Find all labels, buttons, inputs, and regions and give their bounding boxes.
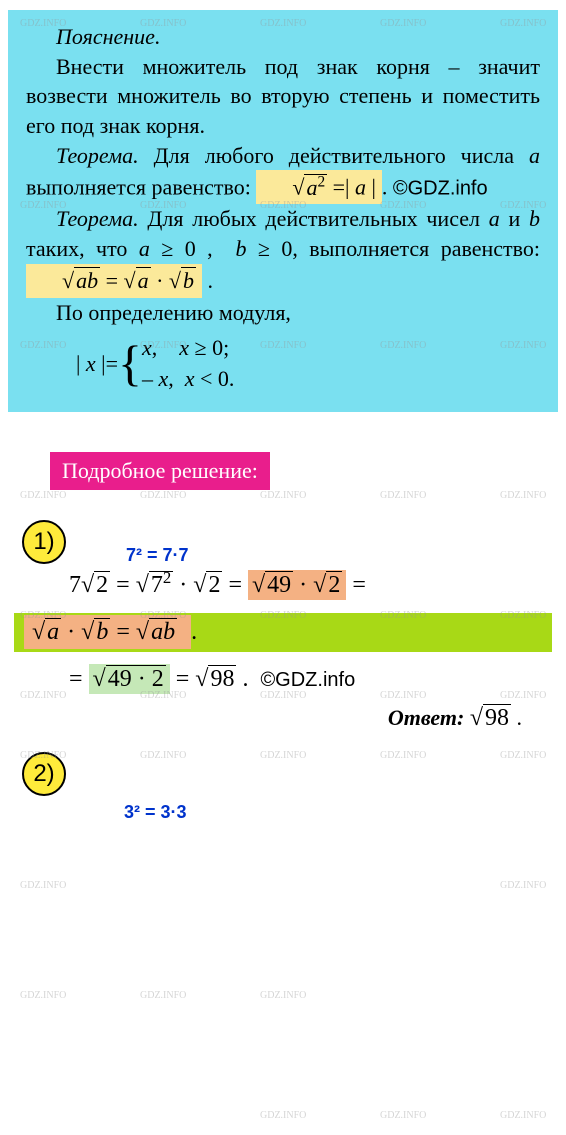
solution-header: Подробное решение: bbox=[50, 452, 270, 490]
watermark-text: GDZ.INFO bbox=[140, 990, 186, 1001]
watermark-text: GDZ.INFO bbox=[20, 880, 66, 891]
step-number-1: 1) bbox=[22, 520, 66, 564]
watermark-text: GDZ.INFO bbox=[500, 1110, 546, 1121]
theorem-1: Теорема. Для любого действи­тельного чис… bbox=[26, 141, 540, 205]
step1-line1: 7√2 = √72 · √2 = √49 · √2 = bbox=[14, 568, 552, 599]
theorem-label-2: Теорема. bbox=[56, 206, 139, 231]
watermark-text: GDZ.INFO bbox=[260, 1110, 306, 1121]
watermark-text: GDZ.INFO bbox=[500, 880, 546, 891]
explanation-box: Пояснение. Внести множитель под знак кор… bbox=[8, 10, 558, 412]
t2-b: и bbox=[500, 206, 529, 231]
watermark-text: GDZ.INFO bbox=[380, 1110, 426, 1121]
eq1-highlight: √a2 =| a | bbox=[256, 170, 382, 204]
step-1: 1) 7² = 7·7 7√2 = √72 · √2 = √49 · √2 = … bbox=[0, 520, 566, 752]
copyright-1: ©GDZ.info bbox=[393, 178, 488, 200]
step-2: 2) 3² = 3·3 bbox=[0, 752, 566, 843]
explanation-p1: Внести множитель под знак корня – значит… bbox=[26, 52, 540, 141]
answer-1: Ответ: √98 . bbox=[14, 705, 552, 732]
step-number-2: 2) bbox=[22, 752, 66, 796]
watermark-text: GDZ.INFO bbox=[20, 990, 66, 1001]
watermark-text: GDZ.INFO bbox=[260, 990, 306, 1001]
answer-label: Ответ: bbox=[388, 705, 464, 730]
solution-header-wrap: Подробное решение: bbox=[0, 422, 566, 520]
eq2-highlight: √ab = √a · √b bbox=[26, 264, 202, 298]
modulus-def: | x |= { x, x ≥ 0; – x, x < 0. bbox=[76, 333, 234, 394]
theorem-label: Теорема. bbox=[56, 143, 139, 168]
t1-a: Для любого действи­тельного числа bbox=[154, 143, 529, 168]
t2-a: Для любых действи­тельных чисел bbox=[147, 206, 488, 231]
step1-line2: = √49 · 2 = √98 . ©GDZ.info bbox=[14, 666, 552, 693]
blue-note-2: 3² = 3·3 bbox=[124, 802, 187, 822]
t1-b: выполняется равенство: bbox=[26, 175, 256, 200]
copyright-2: ©GDZ.info bbox=[260, 669, 355, 691]
modulus-intro: По определению модуля, bbox=[26, 298, 540, 328]
blue-note-1: 7² = 7·7 bbox=[126, 545, 189, 566]
explanation-title: Пояснение. bbox=[26, 22, 540, 52]
t2-d: , выполняется равен­ство: bbox=[292, 236, 540, 261]
t2-c: таких, что bbox=[26, 236, 139, 261]
theorem-2: Теорема. Для любых действи­тельных чисел… bbox=[26, 204, 540, 297]
green-formula-bar: √a · √b = √ab . bbox=[14, 613, 552, 652]
